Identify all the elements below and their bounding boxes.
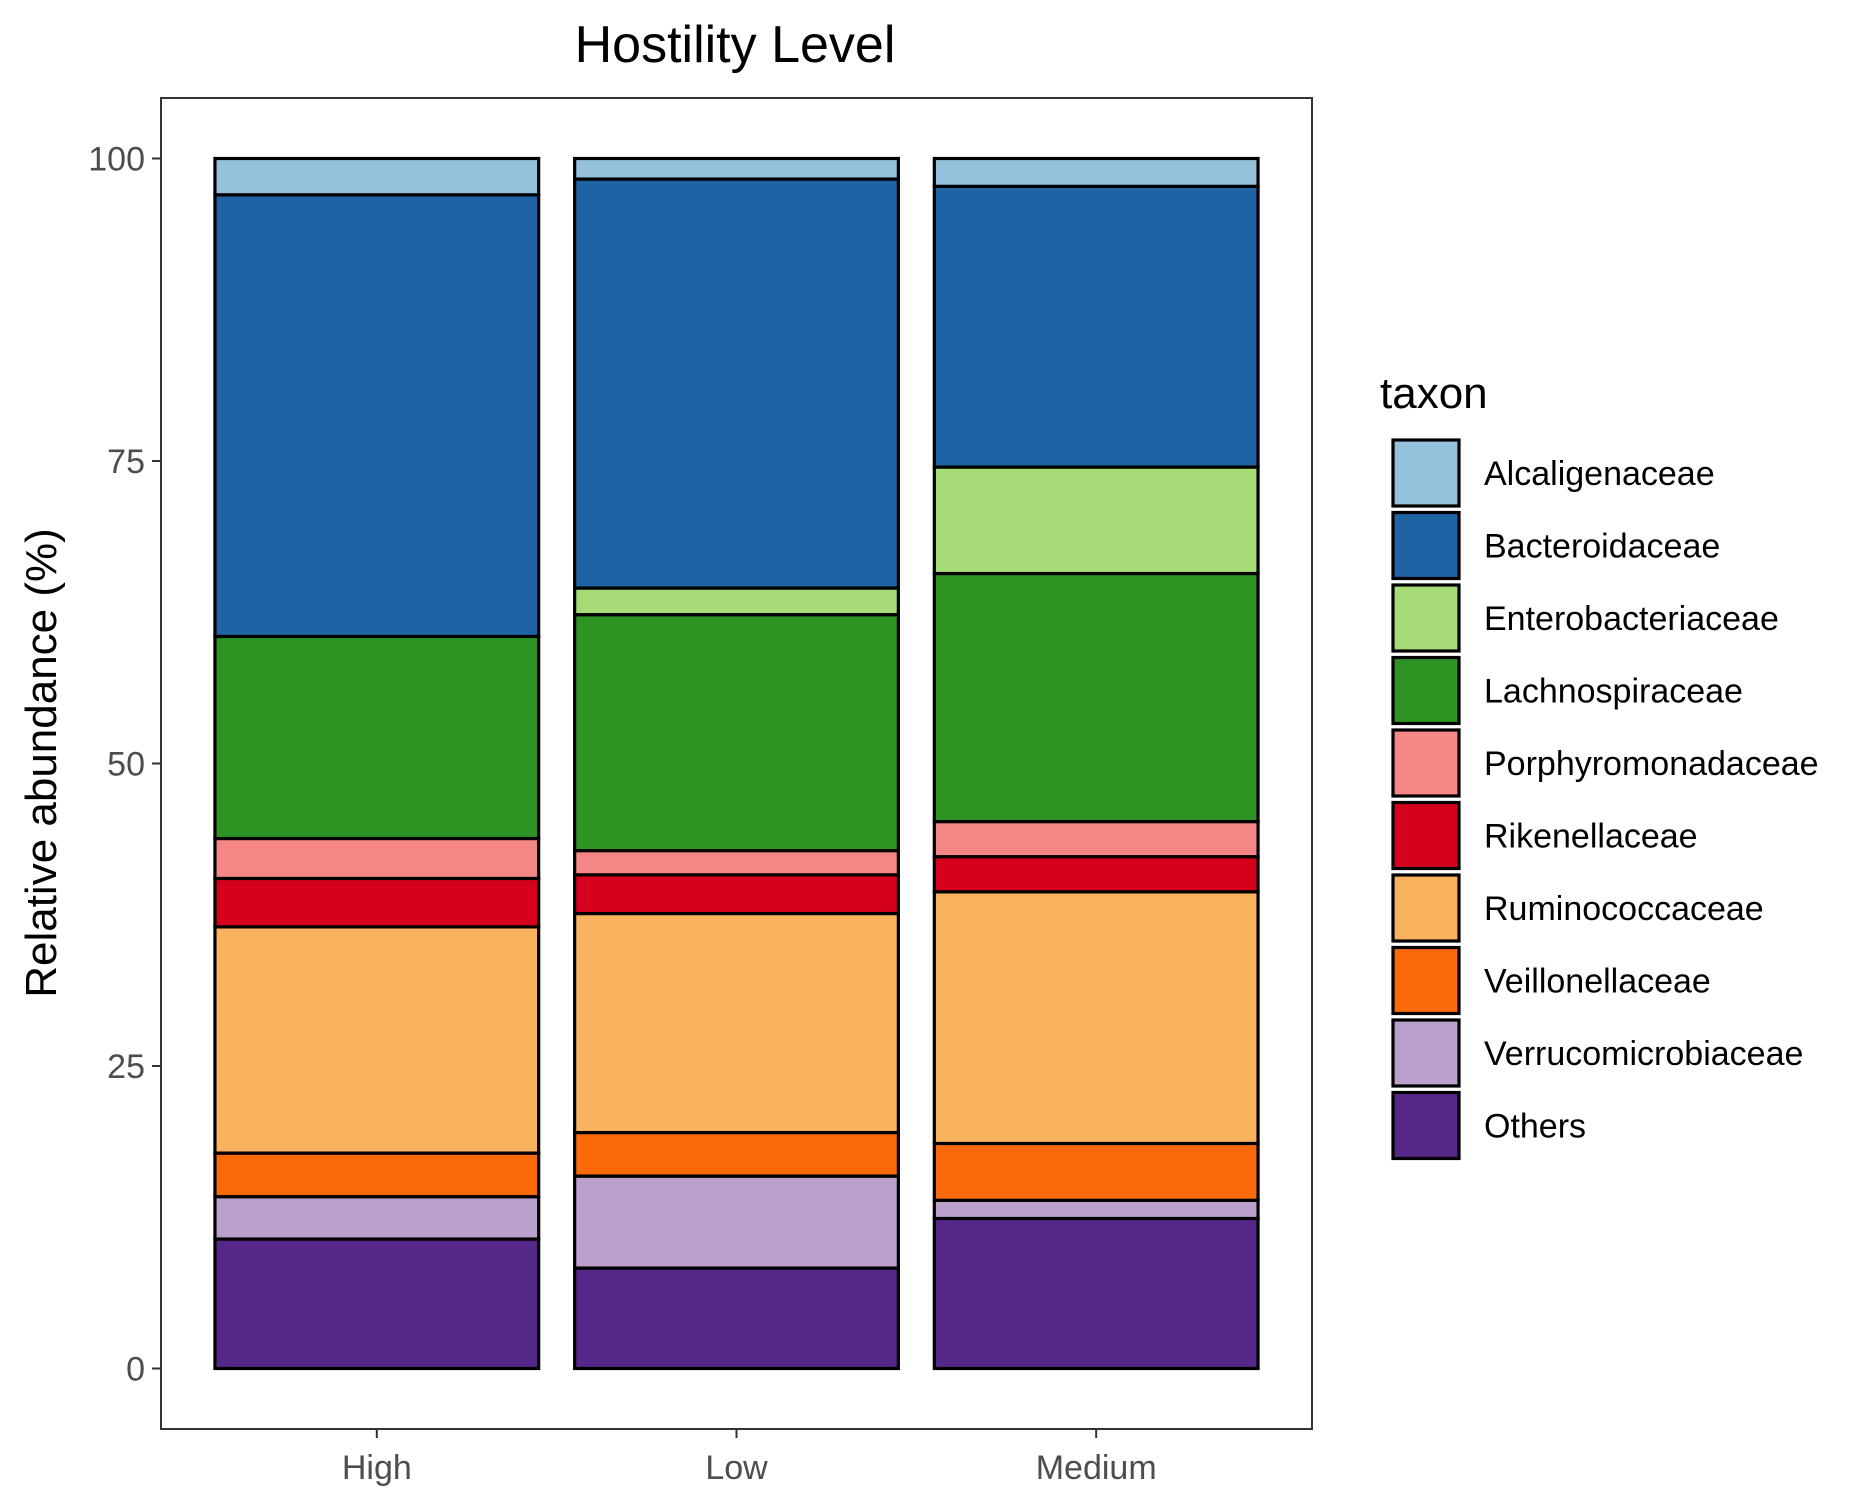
- legend-key-others: [1391, 1090, 1461, 1161]
- bar-segment-low-veillonellaceae: [573, 1130, 900, 1178]
- bar-segment-low-ruminococcaceae: [573, 911, 900, 1135]
- legend-item-veillonellaceae: Veillonellaceae: [1391, 945, 1711, 1016]
- legend-key-veillonellaceae: [1391, 945, 1461, 1016]
- bar-stack-low: [573, 156, 900, 1371]
- y-tick-label: 0: [126, 1351, 145, 1389]
- bar-stack-medium: [932, 156, 1260, 1371]
- bar-segment-medium-ruminococcaceae: [932, 890, 1260, 1146]
- bar-segment-low-bacteroidaceae: [573, 177, 900, 590]
- y-tick-label: 100: [88, 141, 145, 179]
- legend-key-bacteroidaceae: [1391, 510, 1461, 581]
- x-tick-label-medium: Medium: [1036, 1449, 1157, 1487]
- x-tick-label-high: High: [342, 1449, 412, 1487]
- bar-segment-medium-others: [932, 1216, 1260, 1371]
- bar-segment-low-verrucomicrobiaceae: [573, 1174, 900, 1270]
- y-tick-label: 25: [107, 1048, 145, 1086]
- legend-item-enterobacteriaceae: Enterobacteriaceae: [1391, 583, 1779, 653]
- bar-segment-medium-alcaligenaceae: [932, 156, 1260, 188]
- legend-key-alcaligenaceae: [1391, 438, 1461, 508]
- bar-segment-low-enterobacteriaceae: [573, 586, 900, 617]
- y-axis: 0 25 50 75 100: [88, 141, 161, 1389]
- legend-item-rikenellaceae: Rikenellaceae: [1391, 800, 1698, 871]
- legend-label-alcaligenaceae: Alcaligenaceae: [1484, 455, 1715, 493]
- legend-title: taxon: [1380, 369, 1488, 418]
- legend-items: Alcaligenaceae Bacteroidaceae Enterobacter…: [1391, 438, 1819, 1161]
- bar-segment-low-porphyromonadaceae: [573, 849, 900, 877]
- bar-segment-medium-porphyromonadaceae: [932, 819, 1260, 859]
- bar-segment-low-alcaligenaceae: [573, 156, 900, 181]
- bar-segment-high-lachnospiraceae: [213, 634, 541, 841]
- y-tick-label: 75: [107, 443, 145, 481]
- x-tick-label-low: Low: [705, 1449, 768, 1487]
- x-axis: High Low Medium: [342, 1429, 1157, 1487]
- bars: [213, 156, 1260, 1371]
- bar-segment-low-rikenellaceae: [573, 873, 900, 916]
- legend-item-lachnospiraceae: Lachnospiraceae: [1391, 655, 1743, 726]
- legend-key-verrucomicrobiaceae: [1391, 1018, 1461, 1088]
- bar-stack-high: [213, 156, 541, 1371]
- y-tick-label: 50: [107, 746, 145, 784]
- chart-title: Hostility Level: [575, 16, 896, 74]
- bar-segment-medium-verrucomicrobiaceae: [932, 1198, 1260, 1221]
- legend-key-ruminococcaceae: [1391, 873, 1461, 943]
- bar-segment-high-verrucomicrobiaceae: [213, 1195, 541, 1241]
- legend-item-alcaligenaceae: Alcaligenaceae: [1391, 438, 1715, 508]
- legend-item-porphyromonadaceae: Porphyromonadaceae: [1391, 728, 1819, 798]
- bar-segment-high-rikenellaceae: [213, 876, 541, 929]
- legend-label-lachnospiraceae: Lachnospiraceae: [1484, 673, 1743, 711]
- bar-segment-high-alcaligenaceae: [213, 156, 541, 197]
- legend-label-bacteroidaceae: Bacteroidaceae: [1484, 528, 1720, 566]
- legend-item-others: Others: [1391, 1090, 1586, 1161]
- bar-segment-medium-rikenellaceae: [932, 855, 1260, 894]
- legend: taxon Alcaligenaceae Bacteroidaceae Entero…: [1380, 369, 1819, 1161]
- legend-label-porphyromonadaceae: Porphyromonadaceae: [1484, 745, 1819, 783]
- bar-segment-high-porphyromonadaceae: [213, 836, 541, 881]
- legend-label-rikenellaceae: Rikenellaceae: [1484, 818, 1698, 856]
- bar-segment-medium-lachnospiraceae: [932, 571, 1260, 824]
- legend-item-ruminococcaceae: Ruminococcaceae: [1391, 873, 1764, 943]
- y-axis-title: Relative abundance (%): [17, 528, 66, 998]
- bar-segment-low-others: [573, 1266, 900, 1371]
- legend-key-porphyromonadaceae: [1391, 728, 1461, 798]
- bar-segment-high-bacteroidaceae: [213, 193, 541, 639]
- legend-label-enterobacteriaceae: Enterobacteriaceae: [1484, 600, 1779, 638]
- legend-item-bacteroidaceae: Bacteroidaceae: [1391, 510, 1720, 581]
- bar-segment-high-veillonellaceae: [213, 1151, 541, 1199]
- legend-key-rikenellaceae: [1391, 800, 1461, 871]
- bar-segment-medium-bacteroidaceae: [932, 184, 1260, 469]
- bar-segment-medium-veillonellaceae: [932, 1141, 1260, 1202]
- legend-item-verrucomicrobiaceae: Verrucomicrobiaceae: [1391, 1018, 1803, 1088]
- legend-key-lachnospiraceae: [1391, 655, 1461, 726]
- legend-label-others: Others: [1484, 1108, 1586, 1146]
- legend-label-veillonellaceae: Veillonellaceae: [1484, 963, 1711, 1001]
- bar-segment-high-ruminococcaceae: [213, 925, 541, 1155]
- legend-key-enterobacteriaceae: [1391, 583, 1461, 653]
- bar-segment-medium-enterobacteriaceae: [932, 465, 1260, 576]
- bar-segment-low-lachnospiraceae: [573, 613, 900, 853]
- legend-label-ruminococcaceae: Ruminococcaceae: [1484, 890, 1764, 928]
- legend-label-verrucomicrobiaceae: Verrucomicrobiaceae: [1484, 1035, 1803, 1073]
- bar-segment-high-others: [213, 1237, 541, 1371]
